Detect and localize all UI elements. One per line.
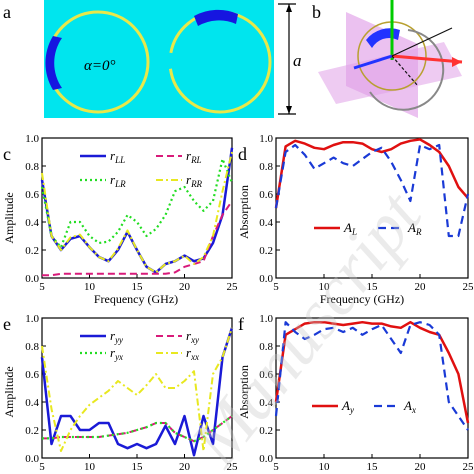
series-line-rLR (40, 157, 234, 249)
axis-x (353, 54, 393, 70)
y-tick-label-d: 0.8 (259, 161, 273, 173)
x-tick-label-d: 5 (273, 281, 279, 293)
y-axis-label-d: Absorption (237, 185, 251, 239)
x-tick-label-e: 5 (39, 461, 45, 473)
legend-label-AR: AR (407, 220, 422, 237)
y-tick-label-f: 0.8 (259, 341, 273, 353)
series-line-Ax (274, 321, 469, 431)
y-tick-label-f: 1.0 (259, 313, 273, 325)
series-line-ryx (42, 415, 233, 443)
x-tick-label-d: 10 (319, 281, 331, 293)
y-tick-label-d: 0.6 (259, 189, 273, 201)
x-tick-label-d: 15 (367, 281, 379, 293)
panel-b-schematic (318, 0, 463, 118)
legend-label-rRR: rRR (186, 172, 203, 189)
y-tick-label-e: 0.8 (25, 341, 39, 353)
legend-label-rxx: rxx (186, 345, 199, 362)
panel-label-e: e (3, 314, 11, 334)
x-tick-label-f: 25 (463, 461, 474, 473)
y-axis-label-c: Amplitude (2, 192, 16, 243)
series-line-rRR (41, 151, 233, 274)
chart-panel-d: d Absorption Frequency (GHz) 0.0 0.2 0.4 0.… (237, 133, 474, 306)
y-tick-label-e: 0.2 (25, 425, 39, 437)
y-tick-label-f: 0.6 (259, 369, 273, 381)
alpha-label: α=0° (84, 58, 116, 74)
x-axis-label-c: Frequency (GHz) (94, 292, 178, 306)
y-tick-label-c: 0.0 (25, 273, 39, 285)
x-tick-label-d: 20 (415, 281, 427, 293)
x-tick-label-c: 5 (39, 281, 45, 293)
legend-label-rLR: rLR (110, 172, 126, 189)
y-tick-label-d: 0.2 (259, 245, 273, 257)
y-tick-label-c: 0.2 (25, 245, 39, 257)
y-tick-label-f: 0.4 (259, 397, 273, 409)
x-tick-label-d: 25 (463, 281, 474, 293)
series-line-AL (274, 138, 469, 209)
chart-panel-c: c Amplitude Frequency (GHz) 0.0 0.2 0.4 0.6… (2, 133, 238, 306)
panel-label-a: a (3, 2, 11, 22)
panel-label-c: c (3, 144, 11, 164)
legend-label-ryx: ryx (110, 345, 123, 362)
x-tick-label-e: 10 (84, 461, 96, 473)
y-axis-label-e: Amplitude (2, 366, 16, 417)
y-tick-label-c: 0.8 (25, 161, 39, 173)
chart-panel-e: e Amplitude 0.0 0.2 0.4 0.6 0.8 1.0 5 10 15 20 25 r… (2, 313, 238, 473)
y-axis-label-f: Absorption (237, 365, 251, 419)
x-tick-label-e: 25 (227, 461, 239, 473)
y-tick-label-f: 0.0 (259, 453, 273, 465)
x-tick-label-c: 15 (132, 281, 144, 293)
series-line-Ay (274, 320, 470, 424)
x-tick-label-f: 5 (273, 461, 279, 473)
panel-a-structure: α=0° a (44, 0, 302, 118)
series-line-rxx (41, 327, 233, 452)
ring-left (46, 10, 150, 114)
patch-right (194, 9, 238, 26)
y-tick-label-d: 0.4 (259, 217, 273, 229)
x-axis-label-d: Frequency (GHz) (320, 292, 404, 306)
x-tick-label-c: 20 (179, 281, 191, 293)
x-tick-label-e: 15 (132, 461, 144, 473)
y-tick-label-e: 1.0 (25, 313, 39, 325)
unit-cell-substrate (44, 0, 274, 118)
y-tick-label-d: 0.0 (259, 273, 273, 285)
x-tick-label-e: 20 (179, 461, 191, 473)
panel-label-f: f (238, 314, 244, 334)
legend-label-rRL: rRL (186, 148, 202, 165)
y-tick-label-c: 1.0 (25, 133, 39, 145)
x-tick-label-f: 20 (415, 461, 427, 473)
x-tick-label-c: 25 (227, 281, 239, 293)
legend-label-rLL: rLL (110, 148, 125, 165)
legend-label-AL: AL (343, 220, 357, 237)
y-tick-label-f: 0.2 (259, 425, 273, 437)
y-tick-label-e: 0.4 (25, 397, 39, 409)
legend-label-ryy: ryy (110, 328, 123, 345)
dimension-label: a (293, 51, 302, 70)
legend-label-Ax: Ax (403, 398, 416, 415)
legend-label-rxy: rxy (186, 328, 199, 345)
legend-label-Ay: Ay (341, 398, 354, 415)
y-tick-label-c: 0.4 (25, 217, 39, 229)
series-line-rRL (42, 200, 233, 277)
x-tick-label-f: 15 (367, 461, 379, 473)
chart-panel-f: f Absorption 0.0 0.2 0.4 0.6 0.8 1.0 5 10 15 20 25… (237, 313, 474, 473)
y-tick-label-d: 1.0 (259, 133, 273, 145)
panel-label-d: d (238, 144, 247, 164)
x-tick-label-f: 10 (319, 461, 331, 473)
axis-y (391, 54, 463, 64)
y-tick-label-e: 0.6 (25, 369, 39, 381)
y-tick-label-c: 0.6 (25, 189, 39, 201)
y-tick-label-e: 0.0 (25, 453, 39, 465)
patch-left (45, 36, 62, 90)
x-tick-label-c: 10 (84, 281, 96, 293)
panel-label-b: b (312, 2, 321, 22)
